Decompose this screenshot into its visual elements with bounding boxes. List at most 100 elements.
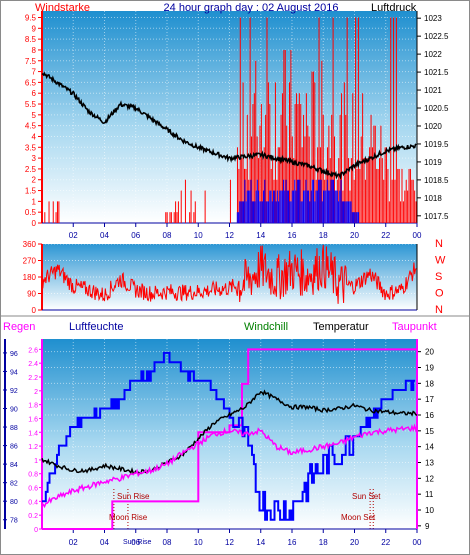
humidity-tick-label: 80 (10, 499, 18, 506)
x-tick-label: 06 (131, 231, 140, 240)
wind-tick-label: 5.5 (25, 100, 37, 109)
x-tick-label: 18 (319, 538, 328, 547)
direction-tick-label: 90 (27, 290, 36, 299)
x-tick-label: 06 (131, 538, 140, 547)
wind-tick-label: 8 (32, 46, 37, 55)
x-tick-label: 00 (413, 538, 422, 547)
dewpoint-series-line (41, 423, 418, 509)
x-tick-label: 14 (256, 231, 265, 240)
wind-tick-label: 1.5 (25, 187, 37, 196)
wind-tick-label: 0.5 (25, 208, 37, 217)
temp-tick-label: 19 (425, 364, 434, 373)
wind-tick-label: 7 (32, 68, 37, 77)
wind-tick-label: 9 (32, 24, 37, 33)
temp-tick-label: 18 (425, 379, 434, 388)
wind-tick-label: 2 (32, 176, 37, 185)
compass-label: O (435, 288, 444, 300)
wind-tick-label: 6 (32, 89, 37, 98)
rain-tick-label: 0.8 (28, 472, 38, 479)
rain-tick-label: 1.6 (28, 416, 38, 423)
x-tick-label: 20 (350, 231, 359, 240)
pressure-tick-label: 1021.5 (424, 68, 449, 77)
wind-tick-label: 8.5 (25, 35, 37, 44)
sun-rise-label: Sun Rise (117, 492, 150, 501)
rain-tick-label: 1.4 (28, 430, 38, 437)
pressure-tick-label: 1022 (424, 50, 442, 59)
temp-tick-label: 20 (425, 348, 434, 357)
x-tick-label: 12 (225, 231, 234, 240)
x-tick-label: 02 (69, 231, 78, 240)
humidity-tick-label: 82 (10, 481, 18, 488)
temp-panel-background (42, 339, 417, 529)
pressure-tick-label: 1017.5 (424, 212, 449, 221)
temp-tick-label: 12 (425, 474, 434, 483)
dewpoint-axis-title: Taupunkt (392, 321, 437, 333)
x-tick-label: 16 (288, 231, 297, 240)
temp-tick-label: 10 (425, 506, 434, 515)
pressure-tick-label: 1019.5 (424, 140, 449, 149)
rain-tick-label: 0.2 (28, 513, 38, 520)
pressure-tick-label: 1023 (424, 14, 442, 23)
temp-tick-label: 11 (425, 490, 434, 499)
pressure-tick-label: 1020.5 (424, 104, 449, 113)
x-tick-label: 08 (163, 231, 172, 240)
pressure-tick-label: 1022.5 (424, 32, 449, 41)
humidity-tick-label: 96 (10, 351, 18, 358)
temperature-legend: Temperatur (313, 321, 369, 333)
direction-tick-label: 270 (23, 257, 37, 266)
pressure-series-line (41, 71, 417, 180)
pressure-tick-label: 1021 (424, 86, 442, 95)
humidity-tick-label: 78 (10, 518, 18, 525)
compass-label: N (435, 304, 443, 316)
rain-tick-label: 0.6 (28, 486, 38, 493)
wind-direction-line (41, 244, 417, 304)
direction-tick-label: 180 (23, 273, 37, 282)
humidity-tick-label: 88 (10, 425, 18, 432)
wind-tick-label: 5 (32, 111, 37, 120)
rain-tick-label: 2.2 (28, 375, 38, 382)
humidity-tick-label: 92 (10, 388, 18, 395)
rain-tick-label: 2.4 (28, 361, 38, 368)
pressure-axis-title: Luftdruck (371, 2, 417, 14)
temp-tick-label: 14 (425, 443, 434, 452)
x-tick-label: 04 (100, 231, 109, 240)
wind-tick-label: 3.5 (25, 143, 37, 152)
rain-tick-label: 0 (34, 527, 38, 534)
moon-set-label: Moon Set (341, 513, 376, 522)
direction-tick-label: 0 (32, 306, 37, 315)
temp-tick-label: 17 (425, 395, 434, 404)
humidity-tick-label: 84 (10, 462, 18, 469)
temp-tick-label: 15 (425, 427, 434, 436)
wind-tick-label: 6.5 (25, 78, 37, 87)
humidity-tick-label: 94 (10, 369, 18, 376)
x-tick-label: 16 (288, 538, 297, 547)
x-tick-label: 10 (194, 231, 203, 240)
wind-tick-label: 1 (32, 197, 37, 206)
x-tick-label: 00 (413, 231, 422, 240)
rain-tick-label: 2.6 (28, 347, 38, 354)
wind-tick-label: 9.5 (25, 13, 37, 22)
pressure-tick-label: 1018.5 (424, 176, 449, 185)
x-tick-label: 18 (319, 231, 328, 240)
sun-rise-bottom-label: Sun Rise (123, 539, 152, 546)
wind-tick-label: 2.5 (25, 165, 37, 174)
rain-series-line (42, 348, 417, 530)
x-tick-label: 04 (100, 538, 109, 547)
compass-label: S (435, 271, 442, 283)
rain-tick-label: 2 (34, 389, 38, 396)
rain-tick-label: 0.4 (28, 499, 38, 506)
title-text: 24 hour graph day : 02 August 2016 (163, 2, 339, 14)
sun-set-label: Sun Set (352, 492, 381, 501)
temp-tick-label: 13 (425, 459, 434, 468)
pressure-tick-label: 1018 (424, 194, 442, 203)
rain-tick-label: 1.8 (28, 403, 38, 410)
wind-tick-label: 4.5 (25, 122, 37, 131)
rain-tick-label: 1 (34, 458, 38, 465)
humidity-tick-label: 90 (10, 407, 18, 414)
x-tick-label: 02 (69, 538, 78, 547)
x-tick-label: 22 (381, 231, 390, 240)
temp-tick-label: 16 (425, 411, 434, 420)
rain-tick-label: 1.2 (28, 444, 38, 451)
